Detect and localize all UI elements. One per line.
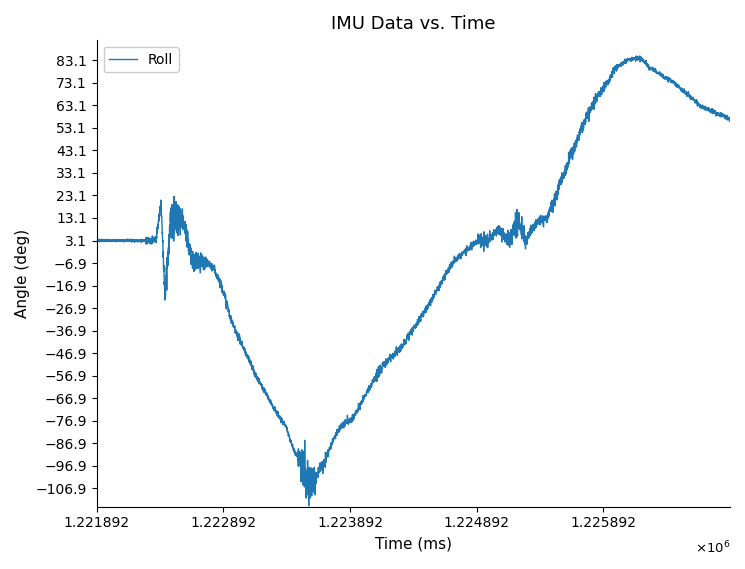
Text: $\times10^6$: $\times10^6$	[694, 539, 730, 556]
Roll	[457, 255, 466, 262]
Roll	[545, 207, 554, 213]
Roll	[574, 135, 583, 142]
Line: Roll: Roll	[97, 56, 730, 506]
Y-axis label: Angle (deg): Angle (deg)	[15, 229, 30, 318]
X-axis label: Time (ms): Time (ms)	[375, 536, 451, 551]
Roll	[139, 237, 148, 244]
Roll	[304, 502, 313, 509]
Legend: Roll: Roll	[104, 47, 179, 72]
Roll	[567, 151, 576, 158]
Roll	[92, 236, 101, 243]
Roll	[276, 413, 285, 420]
Title: IMU Data vs. Time: IMU Data vs. Time	[331, 15, 495, 33]
Roll	[635, 52, 644, 59]
Roll	[726, 118, 735, 125]
